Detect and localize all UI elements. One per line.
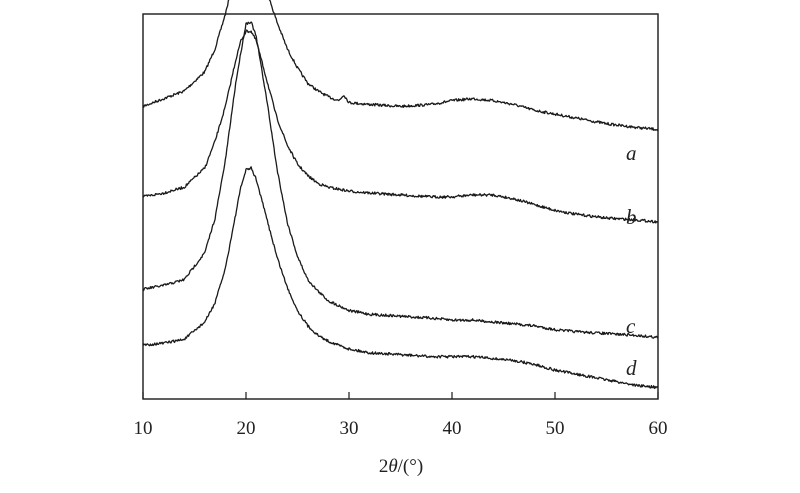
x-tick-label-30: 30 <box>340 418 359 439</box>
series-label-b: b <box>626 205 637 229</box>
x-tick-label-20: 20 <box>237 418 256 439</box>
series-label-d: d <box>626 356 637 380</box>
series-line-a <box>142 0 659 131</box>
x-axis-title: 2θ/(°) <box>379 456 423 477</box>
plot-frame <box>142 13 659 400</box>
series-line-b <box>142 29 659 224</box>
x-tick-label-50: 50 <box>546 418 565 439</box>
x-axis-title-suffix: /(°) <box>398 456 424 477</box>
x-tick-label-60: 60 <box>649 418 668 439</box>
x-axis-tick-labels: 10 20 30 40 50 60 <box>134 418 668 439</box>
x-axis-ticks <box>142 392 659 399</box>
x-tick-label-40: 40 <box>443 418 462 439</box>
series-line-d <box>142 166 659 390</box>
series-labels: a b cd <box>626 141 637 380</box>
series-label-c: c <box>626 314 636 338</box>
x-tick-label-10: 10 <box>134 418 153 439</box>
x-axis-title-symbol: θ <box>388 456 397 477</box>
series-line-c <box>142 21 659 339</box>
series-curves <box>142 0 659 390</box>
x-axis-title-prefix: 2 <box>379 456 389 477</box>
series-label-a: a <box>626 141 637 165</box>
